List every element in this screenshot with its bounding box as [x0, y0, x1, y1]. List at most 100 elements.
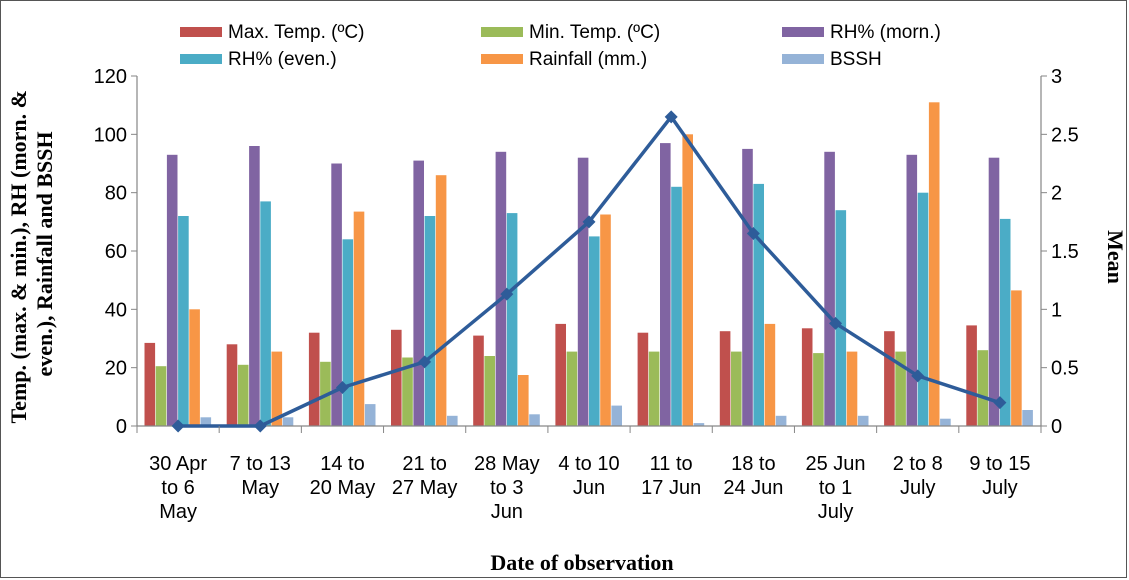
category-label-line: 14 to [320, 453, 364, 475]
legend: Max. Temp. (ºC) Min. Temp. (ºC) RH% (morn.… [180, 22, 941, 70]
bar-max-temp-c--5 [555, 323, 566, 426]
bar-rh-even--7 [753, 183, 764, 426]
bar-max-temp-c--1 [226, 344, 238, 426]
left-tick-label: 60 [105, 241, 127, 263]
bar-bssh-4 [529, 414, 540, 426]
bar-min-temp-c--1 [237, 364, 249, 427]
right-tick-label: 2 [1051, 183, 1062, 205]
bar-max-temp-c--2 [308, 332, 320, 426]
mean-point-6 [664, 110, 678, 124]
bar-bssh-5 [611, 405, 622, 426]
mean-point-7 [746, 227, 760, 240]
bar-min-temp-c--4 [484, 356, 495, 426]
bar-bssh-1 [282, 417, 294, 427]
left-tick-label: 120 [94, 66, 127, 88]
mean-point-1 [253, 419, 267, 433]
bar-rh-morn--0 [166, 154, 178, 427]
category-label-line: July [818, 501, 854, 523]
bar-bssh-10 [1022, 410, 1033, 426]
category-label-line: 30 Apr [149, 453, 207, 475]
category-label-8: 25 Jun to 1 July [806, 453, 866, 523]
right-tick-label: 1.5 [1051, 241, 1079, 263]
category-label-line: 21 to [402, 453, 446, 475]
bar-rainfall-mm--10 [1011, 290, 1022, 426]
bar-rh-morn--2 [331, 163, 342, 426]
category-label-line: 20 May [310, 477, 376, 499]
category-label-line: 2 to 8 [893, 453, 943, 475]
bar-bssh-9 [940, 418, 951, 426]
bar-rainfall-mm--1 [271, 351, 283, 426]
bar-min-temp-c--5 [566, 351, 578, 426]
left-axis-ticks: 0 20 40 60 80 100 120 [94, 66, 137, 438]
bar-min-temp-c--10 [977, 350, 989, 426]
category-label-line: Jun [491, 501, 523, 523]
bar-rainfall-mm--9 [928, 102, 940, 427]
category-label-line: to 3 [490, 477, 523, 499]
bar-max-temp-c--10 [966, 325, 977, 426]
category-label-line: 4 to 10 [558, 453, 619, 475]
category-label-line: 27 May [392, 477, 458, 499]
legend-swatch-5 [782, 54, 824, 64]
bar-rh-morn--10 [988, 157, 1000, 426]
legend-swatch-2 [782, 27, 824, 37]
category-label-line: to 1 [819, 477, 852, 499]
bar-rh-morn--6 [660, 143, 671, 426]
legend-label-2: RH% (morn.) [830, 22, 941, 43]
legend-label-3: RH% (even.) [228, 49, 337, 70]
bar-bssh-2 [364, 404, 376, 426]
category-label-line: July [982, 477, 1018, 499]
category-label-line: July [900, 477, 936, 499]
category-label-line: Jun [573, 477, 605, 499]
mean-point-10 [993, 396, 1007, 410]
bar-rainfall-mm--5 [600, 214, 611, 426]
bar-max-temp-c--6 [637, 332, 649, 426]
right-tick-label: 1 [1051, 299, 1062, 321]
bar-series [144, 102, 1033, 427]
category-label-0: 30 Apr to 6 May [149, 453, 207, 523]
legend-label-5: BSSH [830, 49, 882, 70]
right-tick-label: 0.5 [1051, 358, 1079, 380]
category-label-6: 11 to 17 Jun [641, 453, 701, 499]
right-tick-label: 0 [1051, 416, 1062, 438]
left-tick-label: 20 [105, 358, 127, 380]
left-axis-title: Temp. (max. & min.), RH (morn. & even.),… [6, 85, 57, 424]
category-label-7: 18 to 24 Jun [723, 453, 783, 499]
bar-max-temp-c--0 [144, 342, 156, 426]
x-axis-title: Date of observation [490, 550, 673, 575]
bar-max-temp-c--9 [884, 331, 895, 426]
bar-rh-morn--1 [249, 146, 260, 426]
category-label-9: 2 to 8 July [893, 453, 943, 499]
bar-rh-even--3 [424, 216, 436, 426]
bar-rh-even--4 [506, 213, 518, 426]
category-label-line: 17 Jun [641, 477, 701, 499]
bar-bssh-0 [200, 417, 212, 427]
bar-rh-even--10 [999, 218, 1011, 426]
category-label-3: 21 to 27 May [392, 453, 458, 499]
bar-min-temp-c--7 [731, 351, 742, 426]
left-axis-title-line2: even.), Rainfall and BSSH [32, 131, 57, 376]
category-label-4: 28 May to 3 Jun [474, 453, 540, 523]
mean-line-series [171, 110, 1007, 433]
bar-bssh-8 [857, 415, 869, 426]
right-tick-label: 3 [1051, 66, 1062, 88]
mean-point-9 [911, 369, 925, 383]
right-axis-ticks: 0 0.5 1 1.5 2 2.5 3 [1041, 66, 1079, 438]
mean-point-2 [335, 381, 349, 394]
mean-point-0 [171, 419, 185, 433]
category-label-line: to 6 [161, 477, 194, 499]
bar-rainfall-mm--4 [518, 375, 529, 426]
bar-rh-morn--7 [742, 148, 753, 426]
mean-point-3 [418, 355, 432, 369]
bar-rh-even--8 [835, 210, 847, 426]
bar-bssh-3 [447, 415, 458, 426]
bar-rainfall-mm--3 [435, 175, 447, 426]
bar-min-temp-c--8 [813, 353, 824, 426]
bar-rh-even--5 [589, 236, 600, 426]
mean-point-5 [582, 215, 596, 229]
legend-swatch-4 [481, 54, 523, 64]
bar-rh-morn--8 [824, 151, 835, 427]
left-tick-label: 100 [94, 124, 127, 146]
left-axis-title-line1: Temp. (max. & min.), RH (morn. & [6, 90, 31, 423]
bar-min-temp-c--9 [895, 351, 906, 426]
